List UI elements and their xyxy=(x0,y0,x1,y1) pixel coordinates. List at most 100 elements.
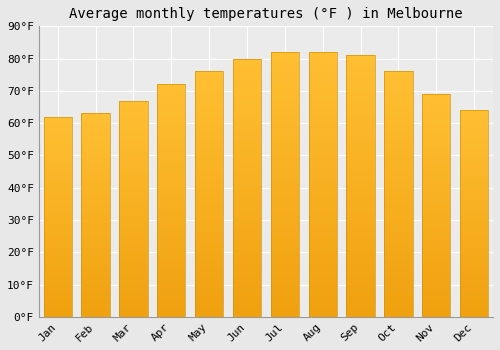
Bar xyxy=(119,122,148,126)
Bar xyxy=(384,175,412,180)
Bar xyxy=(82,272,110,276)
Bar xyxy=(460,127,488,131)
Bar xyxy=(384,199,412,204)
Bar xyxy=(195,150,224,155)
Bar xyxy=(44,277,72,281)
Bar xyxy=(270,216,299,222)
Bar xyxy=(460,176,488,181)
Bar xyxy=(384,238,412,243)
Bar xyxy=(44,145,72,149)
Bar xyxy=(82,162,110,166)
Bar xyxy=(384,287,412,292)
Bar xyxy=(195,145,224,150)
Bar xyxy=(157,131,186,135)
Bar xyxy=(384,224,412,229)
Bar xyxy=(308,169,337,174)
Bar xyxy=(270,137,299,142)
Bar xyxy=(195,194,224,199)
Bar xyxy=(308,52,337,317)
Bar xyxy=(233,126,261,131)
Bar xyxy=(233,255,261,260)
Bar xyxy=(422,121,450,125)
Bar xyxy=(157,294,186,298)
Bar xyxy=(82,276,110,280)
Bar xyxy=(44,205,72,209)
Bar xyxy=(119,135,148,139)
Bar xyxy=(460,110,488,317)
Bar xyxy=(119,139,148,144)
Bar xyxy=(157,252,186,256)
Bar xyxy=(82,301,110,304)
Bar xyxy=(195,253,224,258)
Bar xyxy=(422,139,450,143)
Bar xyxy=(308,89,337,94)
Bar xyxy=(308,232,337,237)
Bar xyxy=(346,280,375,286)
Bar xyxy=(422,125,450,130)
Bar xyxy=(44,225,72,229)
Bar xyxy=(460,243,488,246)
Bar xyxy=(270,211,299,216)
Bar xyxy=(346,160,375,165)
Bar xyxy=(44,201,72,205)
Bar xyxy=(384,76,412,81)
Bar xyxy=(270,280,299,285)
Bar xyxy=(346,97,375,103)
Bar xyxy=(157,182,186,187)
Bar xyxy=(44,293,72,297)
Bar xyxy=(119,304,148,308)
Bar xyxy=(346,244,375,249)
Bar xyxy=(119,308,148,313)
Bar xyxy=(460,234,488,238)
Bar xyxy=(270,169,299,174)
Bar xyxy=(460,189,488,193)
Bar xyxy=(82,158,110,162)
Bar xyxy=(82,170,110,174)
Bar xyxy=(195,116,224,120)
Bar xyxy=(157,275,186,280)
Bar xyxy=(346,76,375,82)
Bar xyxy=(82,296,110,301)
Bar xyxy=(157,308,186,312)
Bar xyxy=(44,161,72,165)
Bar xyxy=(422,223,450,228)
Bar xyxy=(195,278,224,282)
Bar xyxy=(233,172,261,177)
Bar xyxy=(460,184,488,189)
Bar xyxy=(346,108,375,113)
Bar xyxy=(119,265,148,269)
Bar xyxy=(44,217,72,221)
Bar xyxy=(157,312,186,317)
Bar xyxy=(346,118,375,123)
Bar xyxy=(270,253,299,259)
Bar xyxy=(270,179,299,184)
Bar xyxy=(346,87,375,92)
Bar xyxy=(195,248,224,253)
Bar xyxy=(195,130,224,135)
Bar xyxy=(44,249,72,253)
Bar xyxy=(270,57,299,63)
Bar xyxy=(157,163,186,168)
Bar xyxy=(195,111,224,116)
Bar xyxy=(384,233,412,238)
Bar xyxy=(308,227,337,232)
Bar xyxy=(233,110,261,116)
Bar xyxy=(270,126,299,132)
Bar xyxy=(460,147,488,152)
Bar xyxy=(44,197,72,201)
Bar xyxy=(346,233,375,238)
Bar xyxy=(460,246,488,251)
Bar xyxy=(195,292,224,297)
Bar xyxy=(346,265,375,270)
Bar xyxy=(195,170,224,175)
Bar xyxy=(422,192,450,197)
Bar xyxy=(44,209,72,213)
Bar xyxy=(82,138,110,142)
Bar xyxy=(384,248,412,253)
Bar xyxy=(308,280,337,285)
Bar xyxy=(422,112,450,116)
Bar xyxy=(44,253,72,257)
Bar xyxy=(82,309,110,313)
Bar xyxy=(233,224,261,229)
Bar xyxy=(308,174,337,179)
